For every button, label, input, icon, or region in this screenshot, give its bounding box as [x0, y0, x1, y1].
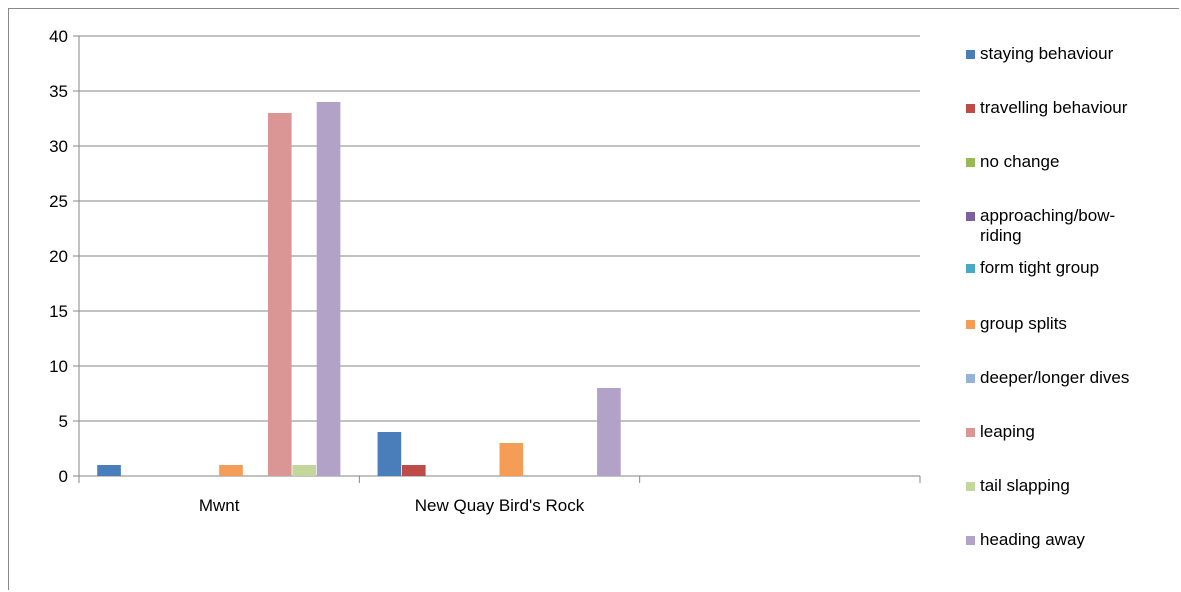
bar [377, 432, 402, 476]
bar [292, 465, 316, 476]
bar [97, 465, 121, 476]
bar [219, 465, 243, 476]
x-tick-label: Mwnt [199, 496, 240, 515]
y-tick-label: 35 [49, 82, 68, 101]
bar [499, 443, 524, 476]
y-tick-label: 15 [49, 302, 68, 321]
bar [597, 388, 621, 476]
y-tick-label: 30 [49, 137, 68, 156]
y-tick-label: 40 [49, 27, 68, 46]
y-tick-label: 25 [49, 192, 68, 211]
y-tick-label: 5 [59, 412, 68, 431]
y-tick-label: 10 [49, 357, 68, 376]
chart-frame [8, 8, 1179, 590]
bar [316, 102, 341, 476]
y-tick-label: 0 [59, 467, 68, 486]
y-tick-label: 20 [49, 247, 68, 266]
bar [267, 113, 292, 476]
x-tick-label: New Quay Bird's Rock [415, 496, 585, 515]
bar [401, 465, 426, 476]
